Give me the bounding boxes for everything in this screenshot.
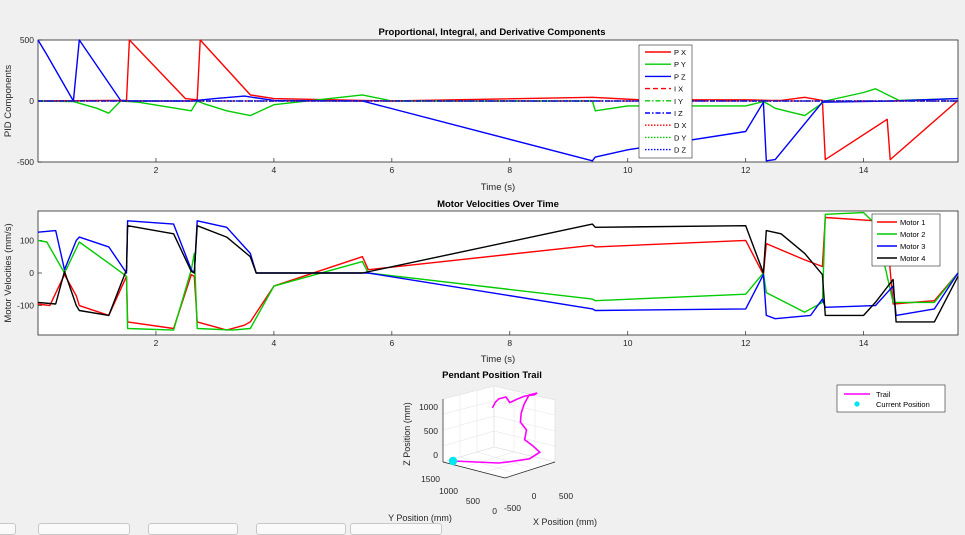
- current-position-marker: [448, 456, 458, 466]
- pid-components-plot: 2 4 6 8 10 12 14 500 0 -500 Proportional, Integra…: [3, 27, 959, 193]
- y-tick-label: -500: [17, 157, 34, 167]
- y-tick-label: -100: [17, 301, 34, 311]
- legend-label: Motor 1: [900, 218, 925, 227]
- pid-x-axis-label: Time (s): [481, 182, 515, 193]
- pid-plot-title: Proportional, Integral, and Derivative C…: [379, 27, 606, 38]
- trail-legend-label: Trail: [876, 390, 891, 399]
- legend-label: D X: [674, 121, 687, 130]
- legend-label: Motor 4: [900, 254, 925, 263]
- x-tick-label: 12: [741, 165, 751, 175]
- y-tick-label: 1000: [439, 486, 458, 496]
- tab-stub[interactable]: [256, 523, 346, 535]
- legend-label: P Z: [674, 72, 686, 81]
- x-axis-label: X Position (mm): [533, 517, 597, 527]
- legend-label: Motor 2: [900, 230, 925, 239]
- x-tick-label: 6: [389, 165, 394, 175]
- y-tick-label: 0: [29, 268, 34, 278]
- x-tick-label: 14: [859, 165, 869, 175]
- tab-stub[interactable]: [38, 523, 130, 535]
- bottom-tab-strip: [0, 521, 965, 535]
- y-axis-label: Y Position (mm): [388, 513, 452, 523]
- motor-legend[interactable]: Motor 1 Motor 2 Motor 3 Motor 4: [871, 213, 941, 267]
- legend-label: D Z: [674, 146, 687, 155]
- motor-grid: [38, 240, 864, 335]
- trail-legend[interactable]: Trail Current Position: [836, 384, 946, 413]
- y-tick-label: 500: [20, 35, 34, 45]
- x-tick-label: 8: [507, 165, 512, 175]
- series-line-motor-2: [37, 211, 959, 331]
- trail-legend-box: [836, 384, 946, 413]
- y-tick-label: 100: [20, 235, 34, 245]
- pid-y-axis-label: PID Components: [3, 65, 14, 138]
- motor-plot-area[interactable]: [37, 210, 959, 336]
- legend-label: D Y: [674, 133, 686, 142]
- x-tick-label: 10: [623, 338, 633, 348]
- x-tick-label: 4: [272, 165, 277, 175]
- legend-label: P X: [674, 48, 686, 57]
- legend-label: I X: [674, 85, 683, 94]
- series-line-p-x: [37, 39, 959, 161]
- y-tick-label: 0: [29, 96, 34, 106]
- x-tick-label: 8: [507, 338, 512, 348]
- tab-stub[interactable]: [148, 523, 238, 535]
- x-tick-label: 12: [741, 338, 751, 348]
- motor-x-axis-label: Time (s): [481, 354, 515, 365]
- x-tick-label: 14: [859, 338, 869, 348]
- series-line-motor-4: [37, 223, 959, 323]
- y-tick-label: 500: [466, 496, 480, 506]
- x-tick-label: 500: [559, 491, 573, 501]
- x-tick-label: 10: [623, 165, 633, 175]
- legend-label: I Y: [674, 97, 683, 106]
- pid-series-lines: [37, 39, 959, 162]
- legend-label: I Z: [674, 109, 683, 118]
- current-position-legend-swatch: [854, 401, 860, 407]
- z-tick-label: 500: [424, 426, 438, 436]
- motor-y-axis-label: Motor Velocities (mm/s): [3, 223, 14, 322]
- pid-tick-labels: 2 4 6 8 10 12 14 500 0 -500: [17, 35, 869, 175]
- pendant-position-plot[interactable]: Pendant Position Trail: [388, 370, 946, 527]
- trail-plot-title: Pendant Position Trail: [442, 370, 542, 381]
- pid-legend[interactable]: P X P Y P Z I X I Y I Z D X D Y D Z: [638, 44, 693, 159]
- tab-stub[interactable]: [0, 523, 16, 535]
- motor-tick-labels: 2 4 6 8 10 12 14 100 0 -100: [17, 235, 869, 348]
- x-tick-label: 0: [532, 491, 537, 501]
- motor-plot-title: Motor Velocities Over Time: [437, 199, 559, 210]
- motor-series-lines: [37, 211, 959, 331]
- y-tick-label: 1500: [421, 474, 440, 484]
- x-tick-label: 4: [272, 338, 277, 348]
- z-tick-label: 1000: [419, 402, 438, 412]
- tab-stub[interactable]: [350, 523, 442, 535]
- x-tick-label: 2: [154, 165, 159, 175]
- x-tick-label: 2: [154, 338, 159, 348]
- z-tick-label: 0: [433, 450, 438, 460]
- z-axis-label: Z Position (mm): [402, 402, 412, 466]
- trail-line: [452, 392, 542, 464]
- current-position-legend-label: Current Position: [876, 400, 930, 409]
- legend-label: Motor 3: [900, 242, 925, 251]
- x-tick-label: -500: [504, 503, 521, 513]
- legend-label: P Y: [674, 60, 686, 69]
- x-tick-label: 6: [389, 338, 394, 348]
- y-tick-label: 0: [492, 506, 497, 516]
- motor-velocities-plot: 2 4 6 8 10 12 14 100 0 -100 Motor Velocities Over…: [3, 199, 959, 365]
